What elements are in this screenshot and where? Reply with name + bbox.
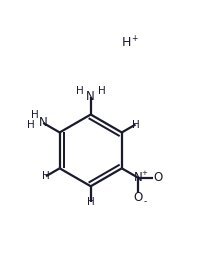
Text: H: H: [42, 171, 50, 181]
Text: +: +: [142, 170, 147, 176]
Text: N: N: [86, 90, 95, 103]
Text: H: H: [31, 110, 39, 120]
Text: N: N: [39, 116, 48, 129]
Text: -: -: [143, 197, 147, 206]
Text: H: H: [122, 36, 131, 49]
Text: H: H: [76, 86, 84, 96]
Text: N: N: [134, 171, 143, 184]
Text: H: H: [87, 197, 95, 207]
Text: H: H: [132, 120, 139, 129]
Text: O: O: [153, 171, 163, 184]
Text: +: +: [131, 34, 138, 43]
Text: H: H: [27, 120, 35, 130]
Text: H: H: [98, 86, 106, 96]
Text: O: O: [134, 191, 143, 204]
